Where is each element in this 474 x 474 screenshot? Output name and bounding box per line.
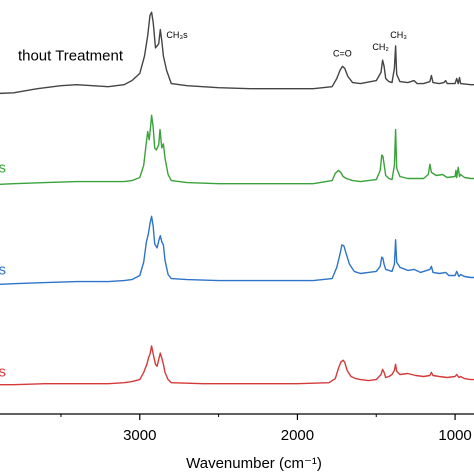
plot-area xyxy=(0,11,474,386)
series-label-2: s xyxy=(0,262,6,279)
x-tick-label-2: 1000 xyxy=(438,427,471,444)
series-line-1 xyxy=(0,114,474,185)
annotation-1: CH₃s xyxy=(166,30,188,40)
x-axis-title: Wavenumber (cm⁻¹) xyxy=(186,455,322,472)
series-line-2 xyxy=(0,215,474,285)
series-labels: thout Treatment s s s xyxy=(0,47,124,380)
series-line-3 xyxy=(0,345,474,386)
annotation-2: C=O xyxy=(333,48,352,58)
series-label-0: thout Treatment xyxy=(18,47,124,64)
annotation-3: CH₂ xyxy=(372,42,389,52)
x-ticks: 3000 2000 1000 xyxy=(60,414,472,444)
annotation-4: CH₃ xyxy=(390,30,407,40)
x-tick-label-0: 3000 xyxy=(123,427,156,444)
series-label-1: s xyxy=(0,160,6,177)
series-label-3: s xyxy=(0,364,6,381)
x-tick-label-1: 2000 xyxy=(281,427,314,444)
series-line-0 xyxy=(0,11,474,95)
